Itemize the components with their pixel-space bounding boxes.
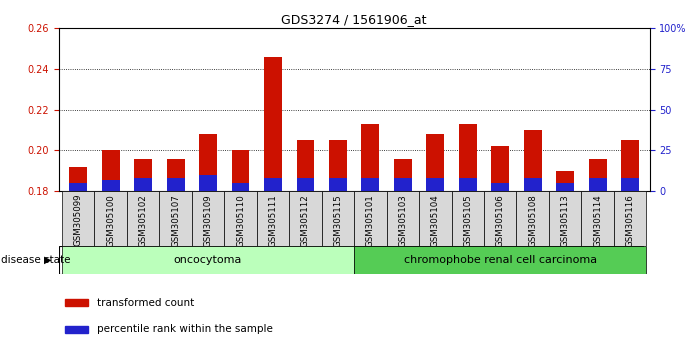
- Bar: [225, 191, 257, 246]
- Bar: [386, 191, 419, 246]
- Text: GSM305112: GSM305112: [301, 194, 310, 247]
- Bar: [361, 124, 379, 191]
- Bar: [329, 178, 347, 191]
- Bar: [167, 159, 184, 191]
- Text: GSM305116: GSM305116: [625, 194, 634, 247]
- Bar: [621, 140, 639, 191]
- Text: transformed count: transformed count: [97, 298, 194, 308]
- Bar: [199, 134, 217, 191]
- Bar: [134, 178, 152, 191]
- Bar: [95, 191, 127, 246]
- Bar: [296, 140, 314, 191]
- Text: GSM305102: GSM305102: [139, 194, 148, 247]
- Bar: [361, 178, 379, 191]
- Text: GSM305105: GSM305105: [463, 194, 472, 247]
- Title: GDS3274 / 1561906_at: GDS3274 / 1561906_at: [281, 13, 427, 26]
- Text: oncocytoma: oncocytoma: [174, 255, 243, 265]
- Text: GSM305101: GSM305101: [366, 194, 375, 247]
- Text: GSM305107: GSM305107: [171, 194, 180, 247]
- Bar: [231, 183, 249, 191]
- Bar: [459, 124, 477, 191]
- Bar: [65, 326, 88, 333]
- Bar: [62, 191, 95, 246]
- Bar: [199, 175, 217, 191]
- Bar: [322, 191, 354, 246]
- Bar: [491, 146, 509, 191]
- Bar: [524, 178, 542, 191]
- Text: GSM305110: GSM305110: [236, 194, 245, 247]
- Bar: [102, 150, 120, 191]
- Bar: [451, 191, 484, 246]
- Bar: [394, 178, 412, 191]
- Text: disease state: disease state: [1, 255, 71, 265]
- Bar: [127, 191, 160, 246]
- Bar: [426, 134, 444, 191]
- Bar: [524, 130, 542, 191]
- Bar: [192, 191, 225, 246]
- Bar: [556, 183, 574, 191]
- Bar: [296, 178, 314, 191]
- Bar: [491, 183, 509, 191]
- Bar: [459, 178, 477, 191]
- Bar: [354, 191, 386, 246]
- Bar: [549, 191, 581, 246]
- Text: GSM305109: GSM305109: [204, 194, 213, 246]
- Bar: [69, 183, 87, 191]
- Bar: [102, 180, 120, 191]
- Bar: [589, 159, 607, 191]
- Bar: [426, 178, 444, 191]
- Bar: [354, 246, 646, 274]
- Text: chromophobe renal cell carcinoma: chromophobe renal cell carcinoma: [404, 255, 597, 265]
- Text: ▶: ▶: [44, 255, 52, 265]
- Bar: [589, 178, 607, 191]
- Text: GSM305111: GSM305111: [269, 194, 278, 247]
- Text: GSM305099: GSM305099: [74, 194, 83, 246]
- Bar: [290, 191, 322, 246]
- Text: GSM305115: GSM305115: [333, 194, 343, 247]
- Bar: [329, 140, 347, 191]
- Bar: [264, 178, 282, 191]
- Bar: [264, 57, 282, 191]
- Text: GSM305100: GSM305100: [106, 194, 115, 247]
- Bar: [69, 167, 87, 191]
- Bar: [160, 191, 192, 246]
- Bar: [484, 191, 516, 246]
- Text: GSM305103: GSM305103: [398, 194, 407, 247]
- Bar: [167, 178, 184, 191]
- Bar: [257, 191, 290, 246]
- Text: percentile rank within the sample: percentile rank within the sample: [97, 324, 273, 335]
- Bar: [614, 191, 646, 246]
- Bar: [134, 159, 152, 191]
- Text: GSM305104: GSM305104: [430, 194, 439, 247]
- Text: GSM305113: GSM305113: [560, 194, 569, 247]
- Bar: [65, 299, 88, 306]
- Bar: [62, 246, 354, 274]
- Bar: [556, 171, 574, 191]
- Bar: [581, 191, 614, 246]
- Bar: [621, 178, 639, 191]
- Text: GSM305108: GSM305108: [528, 194, 537, 247]
- Bar: [231, 150, 249, 191]
- Text: GSM305114: GSM305114: [593, 194, 602, 247]
- Bar: [419, 191, 451, 246]
- Bar: [516, 191, 549, 246]
- Bar: [394, 159, 412, 191]
- Text: GSM305106: GSM305106: [495, 194, 504, 247]
